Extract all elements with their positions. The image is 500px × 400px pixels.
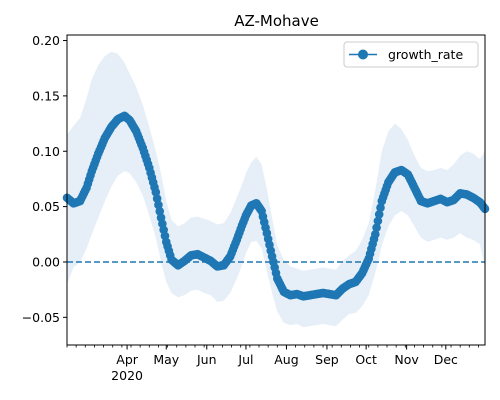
legend-point-marker	[358, 49, 368, 60]
x-tick-label: Aug	[274, 352, 298, 367]
x-tick-sublabel: 2020	[111, 368, 143, 383]
data-point	[374, 210, 384, 219]
data-point	[372, 223, 381, 232]
chart-title: AZ-Mohave	[234, 12, 319, 30]
y-tick-label: 0.15	[32, 88, 60, 103]
x-tick-label: Nov	[394, 352, 419, 367]
x-tick-label: Jul	[237, 352, 253, 367]
data-point	[373, 216, 383, 226]
series-growth-rate	[62, 111, 490, 301]
x-tick-label: Oct	[355, 352, 377, 367]
x-tick-label: Dec	[434, 352, 458, 367]
x-tick-label: Sep	[315, 352, 339, 367]
data-point	[152, 194, 162, 203]
legend-label: growth_rate	[388, 47, 463, 62]
y-tick-label: −0.05	[22, 310, 60, 325]
plot-frame	[66, 34, 486, 346]
x-tick-label: Apr	[116, 352, 138, 367]
y-tick-label: 0.05	[32, 199, 60, 214]
data-point	[370, 229, 380, 239]
legend: growth_rate	[343, 41, 479, 68]
data-point	[376, 203, 385, 213]
y-tick-label: 0.10	[32, 144, 60, 159]
x-tick-label: May	[153, 352, 179, 367]
y-tick-label: 0.00	[32, 254, 60, 269]
data-point	[155, 207, 165, 216]
data-point	[151, 187, 161, 197]
y-axis: −0.05 0.00 0.05 0.10 0.15 0.20	[22, 33, 67, 325]
legend-box	[343, 41, 479, 68]
x-tick-label: Jun	[196, 352, 217, 367]
y-tick-label: 0.20	[32, 33, 60, 48]
